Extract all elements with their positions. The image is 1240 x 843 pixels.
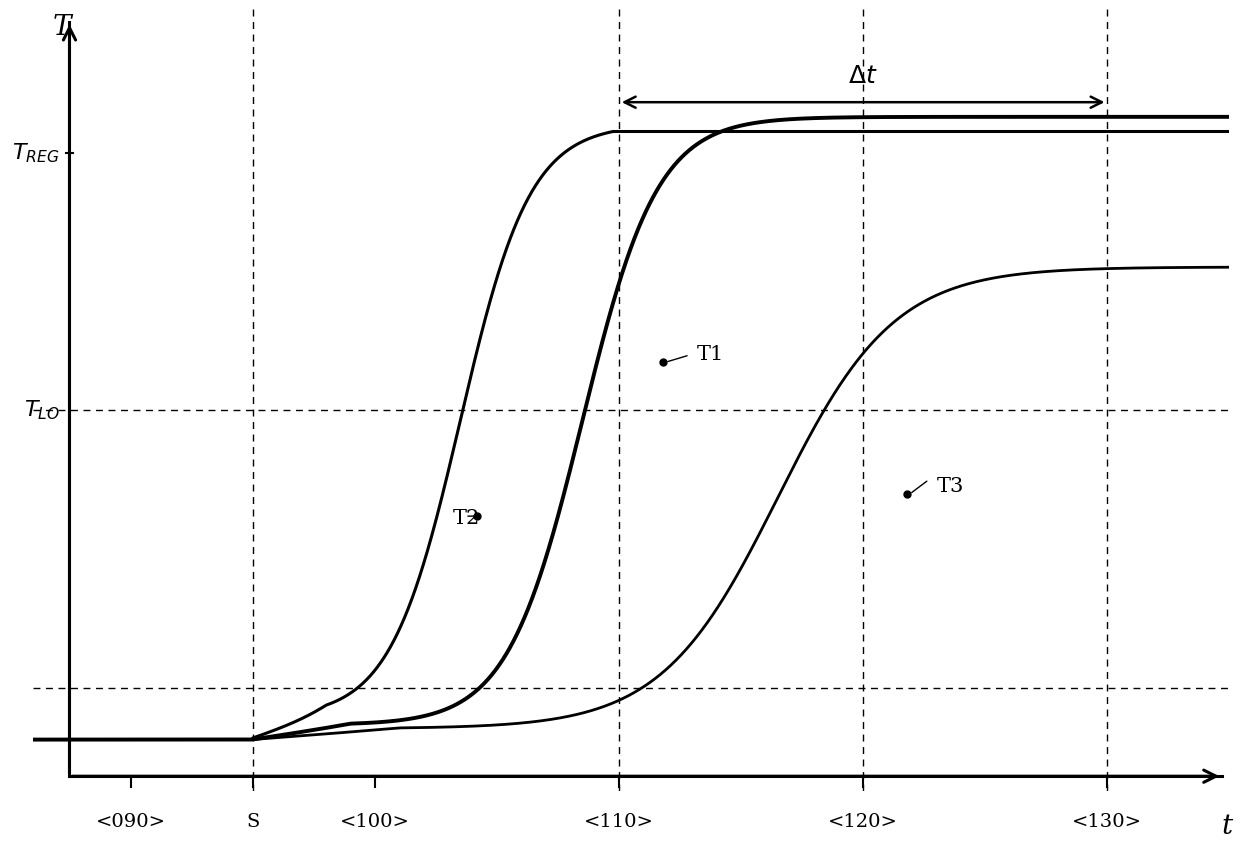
Text: T1: T1 [697,346,724,364]
Text: t: t [1221,813,1233,840]
Text: T: T [53,14,72,41]
Text: <100>: <100> [340,813,409,831]
Text: T3: T3 [936,477,963,497]
Text: <090>: <090> [95,813,166,831]
Text: S: S [246,813,259,831]
Text: $T_{REG}$: $T_{REG}$ [12,142,60,165]
Text: <110>: <110> [584,813,653,831]
Text: <130>: <130> [1073,813,1142,831]
Text: $T_{LO}$: $T_{LO}$ [24,398,60,422]
Text: $\Delta t$: $\Delta t$ [848,65,878,88]
Text: <120>: <120> [828,813,898,831]
Text: T2: T2 [453,509,480,528]
